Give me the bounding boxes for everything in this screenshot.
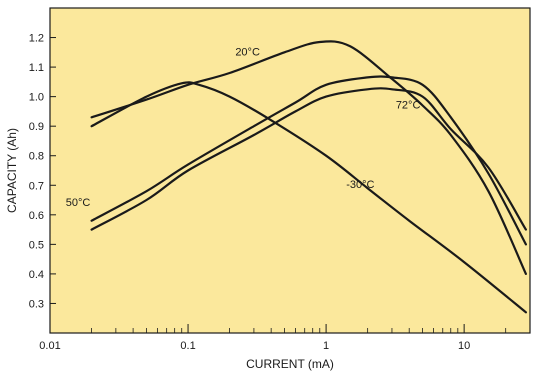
x-axis-title: CURRENT (mA)	[246, 357, 334, 371]
x-tick-label: 1	[323, 340, 329, 352]
y-axis-title: CAPACITY (Ah)	[5, 128, 19, 213]
series-labels: 20°C 72°C -30°C 50°C	[66, 46, 421, 209]
axis-ticks: 0.3 0.4 0.5 0.6 0.7 0.8 0.9 1.0 1.1 1.2 0.01 0.1 1 10	[29, 33, 471, 352]
y-tick-label: 0.8	[29, 151, 44, 163]
y-tick-label: 1.0	[29, 92, 44, 104]
series-lines	[90, 40, 527, 314]
series-label: -30°C	[346, 179, 374, 191]
y-tick-label: 0.3	[29, 298, 44, 310]
y-tick-label: 1.2	[29, 33, 44, 45]
y-tick-label: 0.7	[29, 180, 44, 192]
y-tick-label: 0.5	[29, 239, 44, 251]
y-tick-label: 0.6	[29, 210, 44, 222]
x-tick-label: 0.1	[180, 340, 195, 352]
series-line-20c	[90, 40, 527, 275]
y-tick-label: 1.1	[29, 62, 44, 74]
y-tick-label: 0.9	[29, 121, 44, 133]
x-minor-ticks	[91, 328, 531, 333]
y-tick-label: 0.4	[29, 269, 44, 281]
series-line-50c	[90, 75, 527, 246]
x-tick-label: 10	[458, 340, 470, 352]
series-label: 20°C	[235, 46, 260, 58]
series-label: 72°C	[396, 99, 421, 111]
x-tick-label: 0.01	[39, 340, 60, 352]
plot-area	[49, 7, 531, 334]
series-line-minus-30c	[90, 81, 527, 314]
series-line-72c	[90, 87, 527, 231]
series-label: 50°C	[66, 197, 91, 209]
